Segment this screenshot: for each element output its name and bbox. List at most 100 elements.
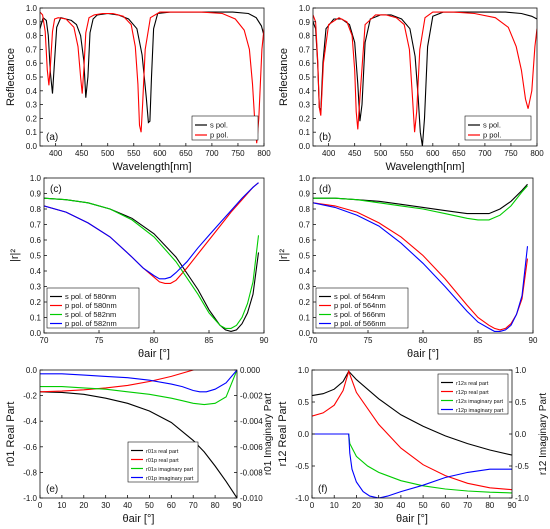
x-axis-label: θair [°]: [138, 348, 170, 360]
series-line-r12s-real-part: [312, 370, 512, 456]
y-tick-label: 0.3: [299, 283, 311, 292]
y-tick-label: -1.0: [295, 494, 309, 503]
x-tick-label: 600: [153, 149, 167, 158]
y2-tick-label: -0.010: [240, 494, 263, 503]
legend-entry: s pol. of 582nm: [65, 310, 116, 319]
series-line-r12p-imaginary-part: [312, 433, 512, 498]
panel-d: 70 75 80 85 90 0.0 0.1 0.2 0.3 0.4 0.5 0.6 0.7 0.8 0.9…: [278, 174, 538, 360]
panel-label: (e): [46, 484, 58, 495]
x-tick-label: 80: [485, 501, 494, 510]
y-axis-label: |r|²: [9, 249, 21, 262]
x-tick-label: 50: [145, 501, 154, 510]
series-line-r01p-imaginary-part: [40, 370, 237, 393]
y-tick-label: 1.0: [299, 174, 311, 183]
legend-box: [127, 441, 199, 483]
x-tick-label: 30: [374, 501, 383, 510]
y-tick-label: 0.8: [30, 205, 42, 214]
y2-tick-label: 0.000: [240, 366, 261, 375]
series-line-s-pol-of-582nm: [44, 197, 260, 329]
legend-entry: r01s real part: [146, 449, 179, 455]
y-tick-label: 0.6: [30, 236, 42, 245]
x-tick-label: 90: [529, 336, 538, 345]
legend-entry: p pol. of 582nm: [65, 319, 117, 328]
y-tick-label: 0.7: [299, 221, 311, 230]
y-tick-label: 1.0: [299, 4, 311, 13]
y2-tick-label: -1.0: [515, 494, 529, 503]
y-tick-label: 1.0: [30, 174, 42, 183]
y-tick-label: 0.5: [26, 73, 38, 82]
y-tick-label: 0.4: [299, 87, 311, 96]
y-tick-label: 0.1: [26, 128, 38, 137]
y-tick-label: 0.2: [299, 298, 311, 307]
x-axis-label: Wavelength[nm]: [385, 161, 464, 173]
series-line-s-pol-: [40, 11, 264, 124]
y-tick-label: 0.4: [26, 87, 38, 96]
x-tick-label: 800: [257, 149, 271, 158]
y-tick-label: 0.5: [299, 252, 311, 261]
y-tick-label: 0.5: [298, 398, 310, 407]
y-tick-label: 0.0: [298, 430, 310, 439]
y-axis-label: Reflectance: [278, 48, 290, 106]
x-tick-label: 650: [452, 149, 466, 158]
legend-entry: s pol. of 580nm: [65, 292, 116, 301]
x-tick-label: 80: [150, 336, 159, 345]
legend-entry: s pol. of 564nm: [334, 292, 385, 301]
legend-entry: r01s imaginary part: [146, 467, 194, 473]
panel-label: (b): [319, 132, 331, 143]
series-line-p-pol-: [313, 11, 537, 133]
y-tick-label: 0.6: [26, 59, 38, 68]
y-tick-label: 1.0: [26, 4, 38, 13]
x-tick-label: 650: [179, 149, 193, 158]
x-tick-label: 20: [79, 501, 88, 510]
panel-label: (f): [318, 484, 327, 495]
x-tick-label: 700: [478, 149, 492, 158]
y-tick-label: 0.0: [26, 366, 38, 375]
y-tick-label: 0.9: [30, 190, 42, 199]
legend-entry: p pol.: [483, 131, 501, 140]
legend-entry: r12p imaginary part: [456, 408, 504, 414]
panel-c: 70 75 80 85 90 0.0 0.1 0.2 0.3 0.4 0.5 0.6 0.7 0.8 0.9…: [9, 174, 269, 360]
y-tick-label: 0.7: [26, 45, 38, 54]
series-line-p-pol-of-580nm: [44, 182, 259, 284]
y-tick-label: -0.4: [23, 417, 37, 426]
y-tick-label: -0.8: [23, 468, 37, 477]
y2-axis-label: r12 Imaginary Part: [538, 393, 549, 475]
y-tick-label: 0.3: [26, 101, 38, 110]
y-tick-label: 0.0: [26, 142, 38, 151]
y-tick-label: 0.4: [30, 267, 42, 276]
y-tick-label: 0.4: [299, 267, 311, 276]
y-tick-label: 0.1: [299, 314, 311, 323]
plot-frame: [39, 369, 238, 499]
y2-tick-label: -0.006: [240, 443, 263, 452]
x-tick-label: 500: [374, 149, 388, 158]
x-axis-label: Wavelength[nm]: [112, 161, 191, 173]
y-tick-label: -0.6: [23, 443, 37, 452]
y-tick-label: 0.7: [299, 45, 311, 54]
x-tick-label: 75: [364, 336, 373, 345]
y-tick-label: 0.0: [299, 142, 311, 151]
panel-f: 0 10 20 30 40 50 60 70 80 90-1.0-0.50.00.51.0-1.0…: [277, 366, 549, 525]
x-tick-label: 70: [309, 336, 318, 345]
y-tick-label: -0.5: [295, 462, 309, 471]
y-tick-label: 0.0: [299, 329, 311, 338]
series-line-r01s-real-part: [40, 391, 237, 498]
y2-axis-label: r01 Imaginary Part: [263, 393, 274, 475]
x-tick-label: 70: [463, 501, 472, 510]
x-tick-label: 600: [426, 149, 440, 158]
series-line-p-pol-: [40, 11, 264, 144]
legend-box: [437, 373, 509, 415]
x-tick-label: 400: [322, 149, 336, 158]
x-tick-label: 50: [419, 501, 428, 510]
x-tick-label: 400: [49, 149, 63, 158]
y-tick-label: 0.9: [299, 18, 311, 27]
panel-label: (d): [319, 184, 331, 195]
x-tick-label: 90: [508, 501, 517, 510]
series-line-r01p-real-part: [40, 370, 195, 393]
x-tick-label: 80: [211, 501, 220, 510]
x-tick-label: 40: [123, 501, 132, 510]
y2-tick-label: 1.0: [515, 366, 527, 375]
series-line-r12s-imaginary-part: [312, 433, 512, 494]
